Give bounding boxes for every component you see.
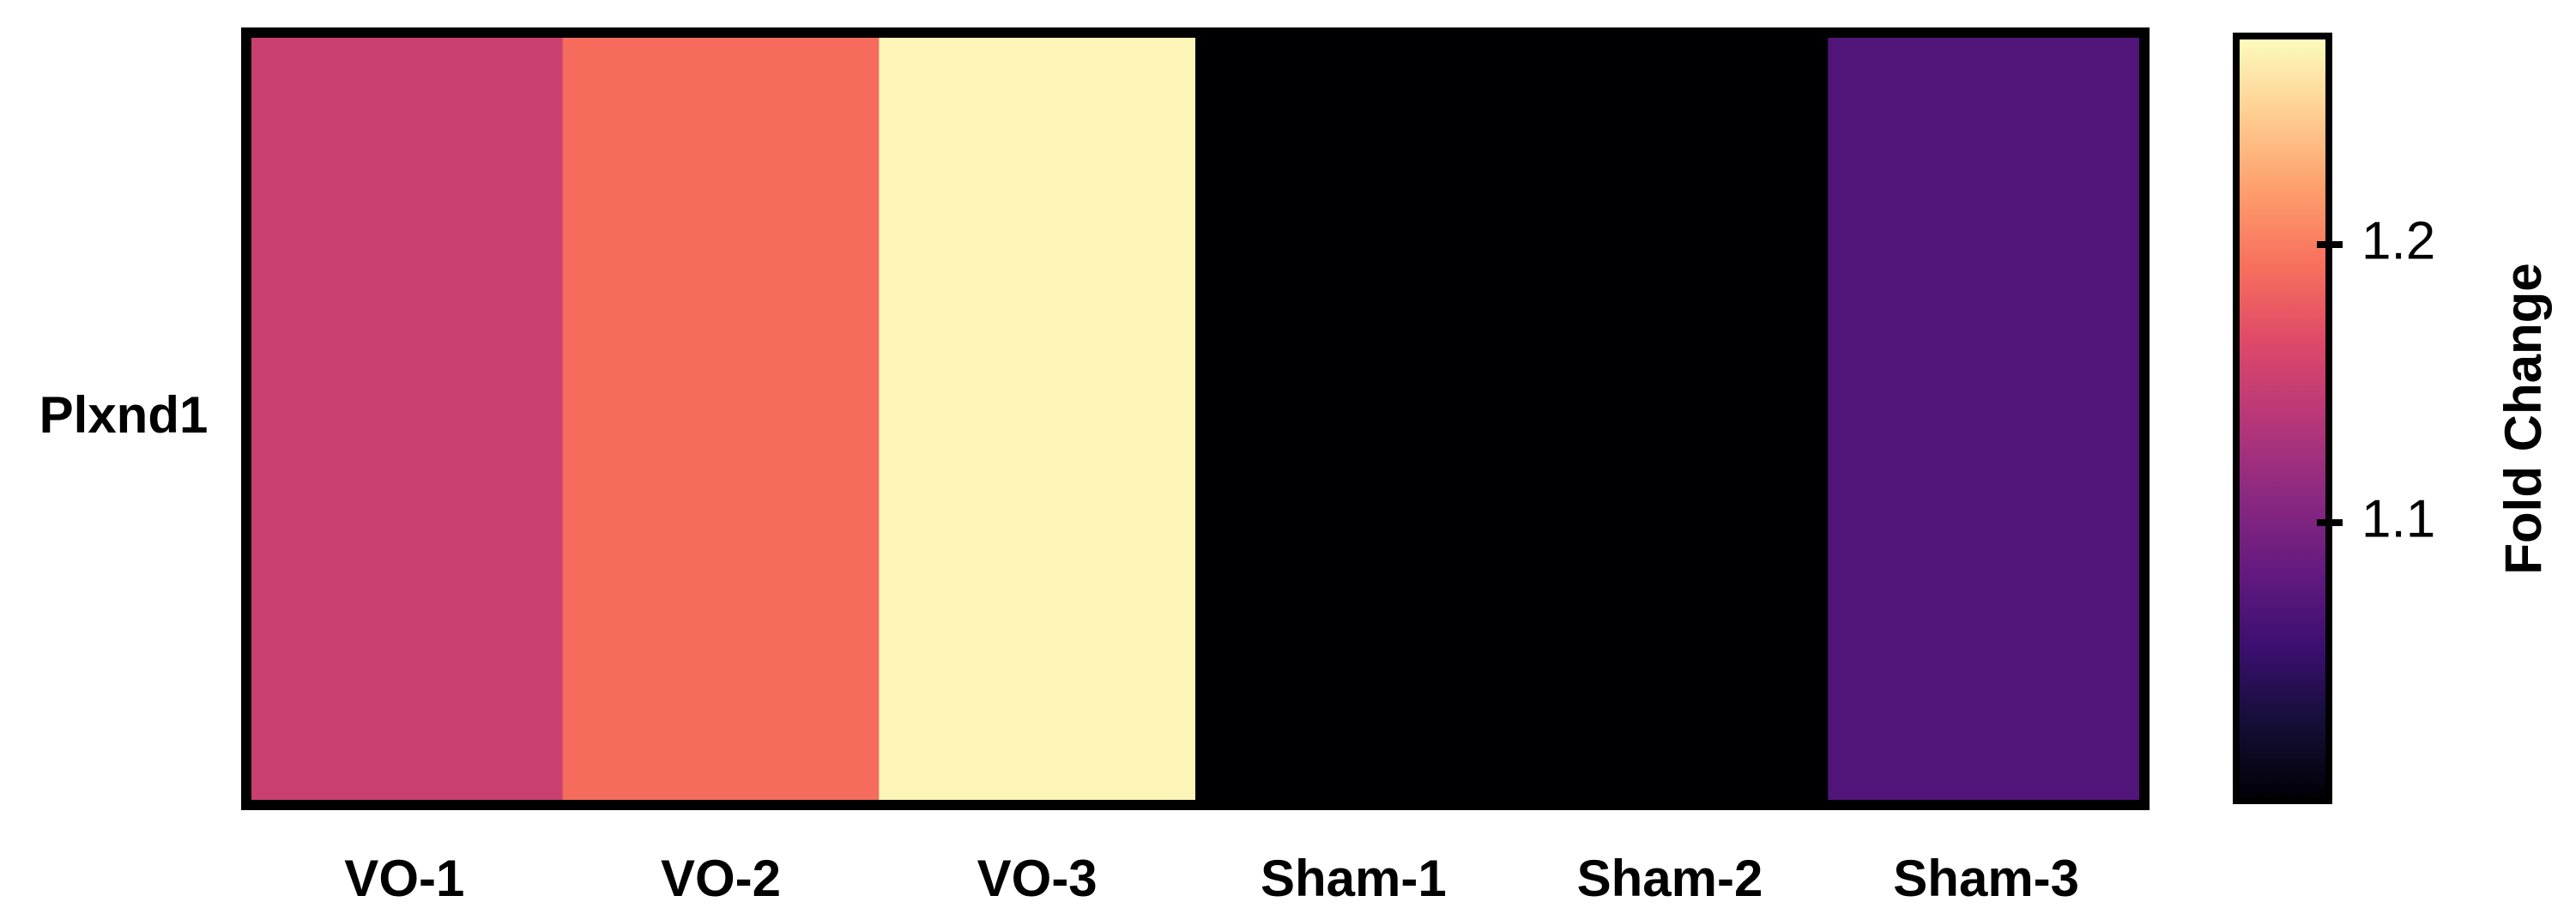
colorbar-label: Fold Change: [2494, 263, 2552, 574]
heatmap-cell: [1511, 33, 1829, 805]
heatmap-cell: [562, 33, 880, 805]
heatmap-cell: [1828, 33, 2145, 805]
x-tick-label: Sham-3: [1893, 850, 2079, 907]
plot-frame: [241, 27, 2150, 810]
heatmap-cell: [879, 33, 1196, 805]
x-tick-label: Sham-2: [1577, 850, 1763, 907]
row-label: Plxnd1: [39, 386, 209, 444]
colorbar-tick-label: 1.1: [2361, 489, 2435, 548]
x-tick-label: VO-1: [344, 850, 464, 907]
x-tick-label: Sham-1: [1261, 850, 1447, 907]
colorbar-tick-label: 1.2: [2361, 211, 2435, 270]
x-tick-label: VO-2: [661, 850, 781, 907]
x-tick-label: VO-3: [977, 850, 1098, 907]
heatmap-cell: [1195, 33, 1513, 805]
heatmap-cell: [246, 33, 564, 805]
colorbar: [2233, 33, 2332, 804]
